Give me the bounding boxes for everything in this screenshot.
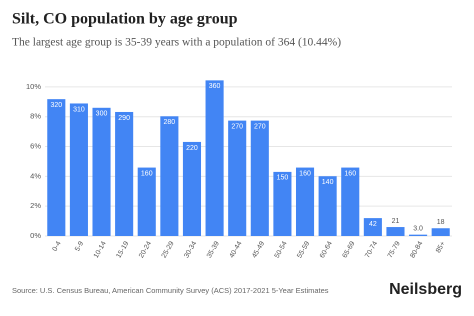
bar-label: 310: [73, 106, 85, 113]
bar: [69, 103, 88, 236]
y-tick-label: 2%: [30, 201, 41, 210]
source: Source: U.S. Census Bureau, American Com…: [12, 286, 329, 295]
bar-label: 150: [277, 175, 289, 182]
bar: [205, 80, 224, 236]
bar: [318, 176, 337, 236]
x-tick-label: 70-74: [364, 240, 379, 259]
bar: [363, 218, 382, 236]
bar-label: 160: [141, 170, 153, 177]
bar: [115, 111, 134, 236]
bar: [92, 107, 111, 236]
bar: [295, 167, 315, 236]
bar: [386, 227, 405, 236]
x-tick-label: 40-44: [229, 240, 244, 259]
bar-label: 21: [392, 218, 400, 225]
bar: [409, 234, 428, 236]
bar-label: 300: [96, 111, 108, 118]
bar-label: 18: [437, 219, 445, 226]
bar-label: 280: [164, 119, 176, 126]
chart-subtitle: The largest age group is 35-39 years wit…: [12, 37, 341, 49]
bar: [47, 99, 66, 237]
bar-label: 42: [369, 221, 377, 228]
y-tick-label: 8%: [30, 112, 41, 121]
bar-label: 270: [254, 123, 266, 130]
bar-label: 360: [209, 83, 221, 90]
bar-label: 140: [322, 179, 334, 186]
bar-label: 320: [50, 102, 62, 109]
y-tick-label: 0%: [30, 231, 41, 240]
bar: [250, 120, 269, 236]
bar-label: 220: [186, 145, 198, 152]
chart-title: Silt, CO population by age group: [12, 11, 238, 28]
bar: [273, 171, 292, 236]
x-tick-label: 85+: [435, 240, 447, 254]
bar: [228, 120, 247, 236]
x-tick-label: 15-19: [115, 240, 130, 259]
x-tick-label: 25-29: [161, 240, 176, 259]
x-tick-label: 5-9: [74, 240, 85, 252]
x-tick-label: 20-24: [138, 240, 153, 259]
bar-label: 290: [118, 115, 130, 122]
y-tick-label: 10%: [26, 82, 41, 91]
bar-label: 270: [231, 123, 243, 130]
x-tick-label: 75-79: [387, 240, 402, 259]
x-tick-label: 10-14: [93, 240, 108, 259]
bar-label: 160: [299, 170, 311, 177]
bar: [160, 116, 179, 236]
x-tick-label: 50-54: [274, 240, 289, 259]
x-tick-label: 55-59: [296, 240, 311, 259]
bar-label: 160: [344, 170, 356, 177]
x-tick-label: 65-69: [342, 240, 357, 259]
y-tick-label: 4%: [30, 171, 41, 180]
bar: [182, 141, 202, 236]
bar-label: 3.0: [413, 226, 423, 233]
bar: [341, 167, 360, 236]
bar: [431, 228, 450, 236]
bar: [137, 167, 156, 236]
y-tick-label: 6%: [30, 142, 41, 151]
x-tick-label: 45-49: [251, 240, 266, 259]
x-tick-label: 30-34: [183, 240, 198, 259]
x-tick-label: 80-84: [409, 240, 424, 259]
x-tick-label: 60-64: [319, 240, 334, 259]
brand: Neilsberg: [389, 281, 462, 298]
x-tick-label: 0-4: [52, 240, 63, 252]
x-tick-label: 35-39: [206, 240, 221, 259]
